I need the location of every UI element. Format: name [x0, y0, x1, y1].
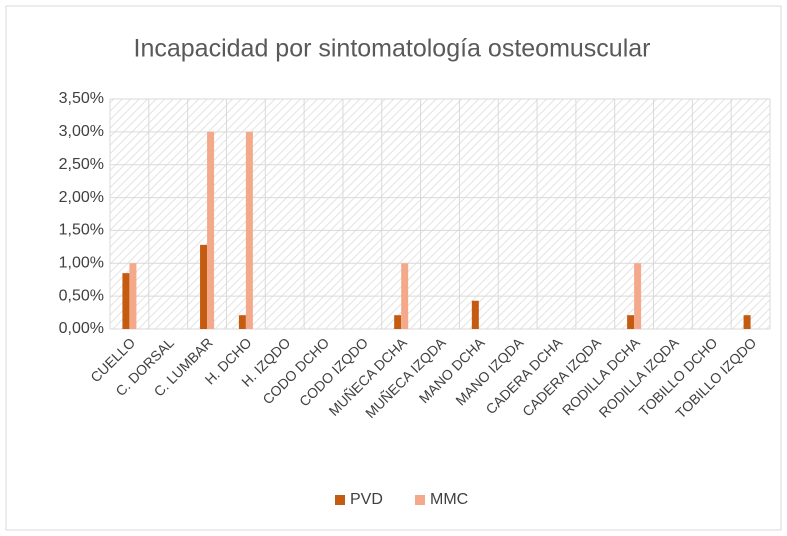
- bar: [238, 315, 246, 329]
- bar: [129, 263, 137, 329]
- bar: [743, 315, 751, 329]
- chart-title: Incapacidad por sintomatología osteomusc…: [134, 35, 651, 63]
- bar: [394, 315, 402, 329]
- y-tick-label: 0,50%: [59, 287, 104, 304]
- bar: [200, 244, 208, 329]
- bar: [634, 263, 642, 329]
- bar: [245, 131, 253, 329]
- bar: [207, 131, 215, 329]
- y-tick-label: 0,00%: [59, 320, 104, 337]
- bar: [627, 315, 635, 329]
- y-tick-label: 2,50%: [59, 156, 104, 173]
- y-tick-label: 1,50%: [59, 222, 104, 239]
- bar: [471, 300, 479, 329]
- legend-label: MMC: [430, 491, 468, 508]
- plot-area: [110, 99, 770, 329]
- y-tick-label: 3,00%: [59, 123, 104, 140]
- y-tick-label: 2,00%: [59, 189, 104, 206]
- y-tick-label: 3,50%: [59, 90, 104, 107]
- y-tick-label: 1,00%: [59, 255, 104, 272]
- legend-swatch: [335, 495, 345, 505]
- bar: [401, 263, 409, 329]
- bar: [122, 273, 130, 329]
- legend-swatch: [415, 495, 425, 505]
- legend-label: PVD: [350, 491, 383, 508]
